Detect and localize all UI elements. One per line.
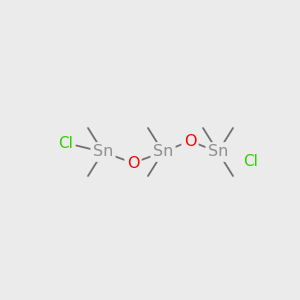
- Text: Sn: Sn: [208, 145, 228, 160]
- Text: O: O: [127, 155, 139, 170]
- Text: Cl: Cl: [58, 136, 74, 151]
- Text: Sn: Sn: [93, 145, 113, 160]
- Text: Cl: Cl: [244, 154, 258, 169]
- Text: Sn: Sn: [153, 145, 173, 160]
- Text: O: O: [184, 134, 196, 148]
